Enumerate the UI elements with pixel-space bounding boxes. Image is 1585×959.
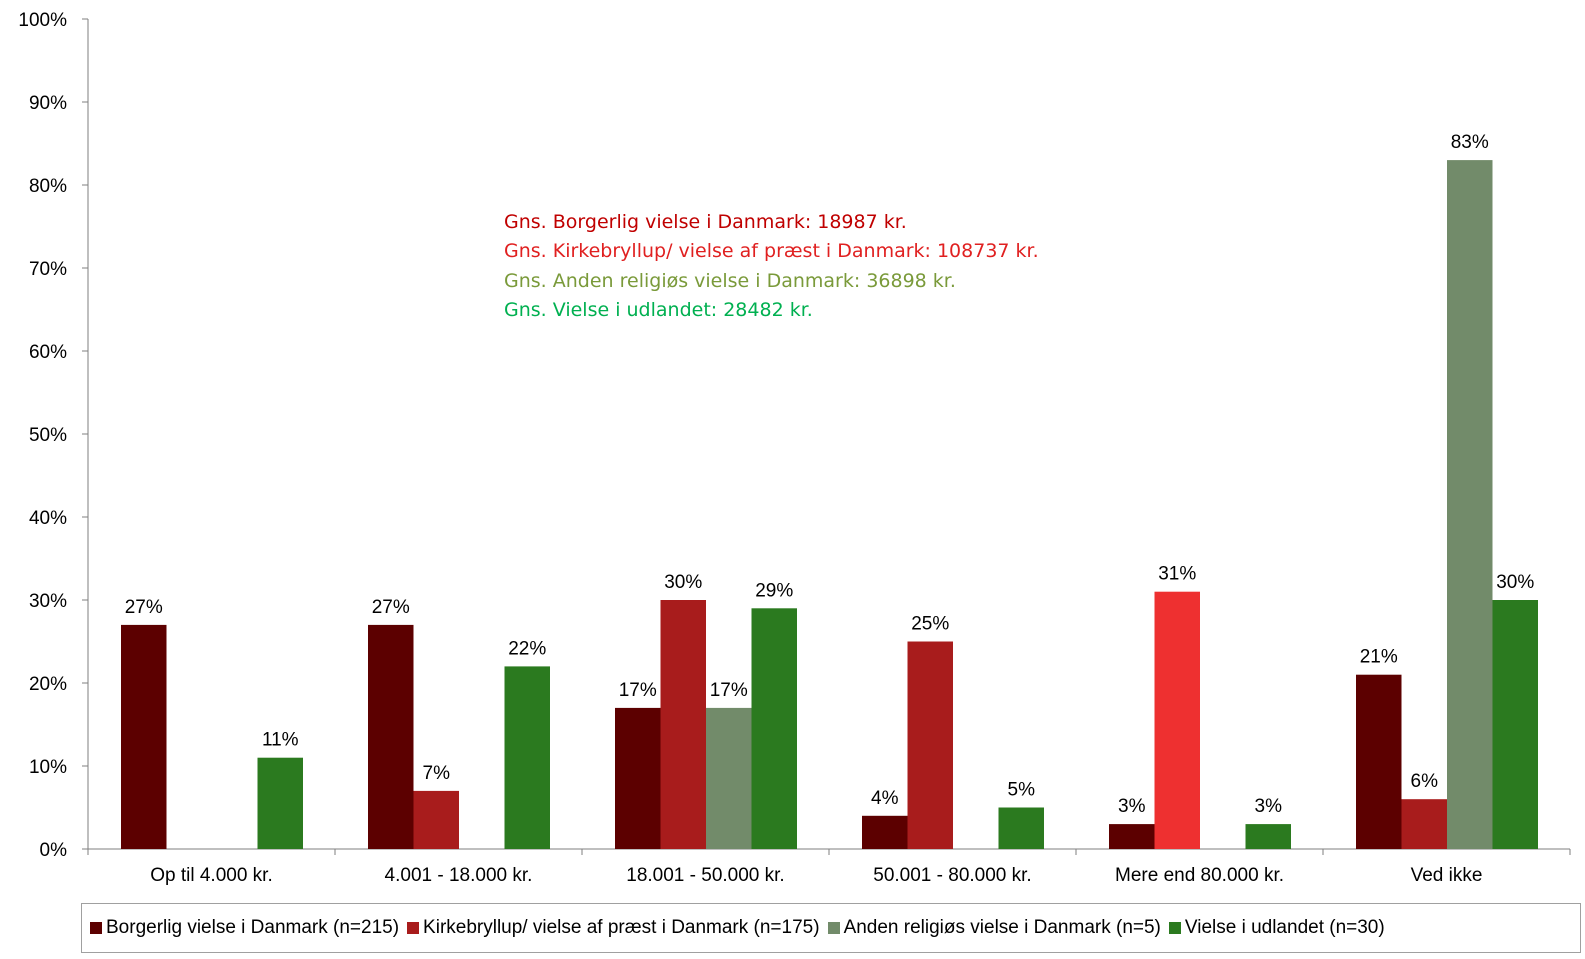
legend-label-kirkebryllup: Kirkebryllup/ vielse af præst i Danmark … <box>423 917 820 938</box>
legend: Borgerlig vielse i Danmark (n=215) Kirke… <box>81 903 1581 953</box>
legend-label-anden-religios: Anden religiøs vielse i Danmark (n=5) <box>843 917 1161 938</box>
bar <box>504 666 550 849</box>
bar <box>1245 824 1291 849</box>
bar <box>1109 824 1155 849</box>
data-label: 22% <box>508 638 546 659</box>
legend-label-udlandet: Vielse i udlandet (n=30) <box>1184 917 1385 938</box>
x-tick-label: 18.001 - 50.000 kr. <box>626 865 784 886</box>
y-tick-label: 60% <box>29 342 67 363</box>
bar <box>1401 799 1447 849</box>
y-tick-label: 10% <box>29 757 67 778</box>
data-label: 7% <box>423 763 451 784</box>
bar <box>862 815 908 849</box>
data-label: 4% <box>871 788 899 809</box>
legend-item-kirkebryllup: Kirkebryllup/ vielse af præst i Danmark … <box>407 917 820 939</box>
data-label: 11% <box>262 730 299 751</box>
data-label: 17% <box>619 680 657 701</box>
annotation-anden-religios-average: Gns. Anden religiøs vielse i Danmark: 36… <box>504 270 956 292</box>
bar-chart: 0% 10% 20% 30% 40% 50% 60% 70% 80% 90% 100% Op til … <box>18 10 1571 886</box>
y-tick-label: 100% <box>18 10 67 31</box>
bar <box>1447 160 1493 850</box>
y-tick-label: 50% <box>29 425 67 446</box>
legend-item-anden-religios: Anden religiøs vielse i Danmark (n=5) <box>827 917 1161 939</box>
bar <box>660 600 706 849</box>
y-tick-label: 40% <box>29 508 67 529</box>
data-label: 30% <box>664 572 702 593</box>
y-tick-label: 90% <box>29 93 67 114</box>
y-tick-label: 80% <box>29 176 67 197</box>
bar <box>1492 600 1538 849</box>
bar <box>907 641 953 849</box>
bar <box>368 624 414 849</box>
data-label: 17% <box>710 680 748 701</box>
bar <box>751 608 797 849</box>
legend-swatch-anden-religios <box>827 922 840 934</box>
data-label: 21% <box>1360 647 1398 668</box>
x-tick-label: Mere end 80.000 kr. <box>1115 865 1284 886</box>
data-label: 30% <box>1496 572 1534 593</box>
data-label: 25% <box>911 614 949 635</box>
y-tick-label: 0% <box>40 840 68 861</box>
legend-swatch-borgerlig <box>90 922 102 934</box>
bar <box>1356 674 1402 849</box>
y-tick-label: 20% <box>29 674 67 695</box>
bar <box>706 707 752 849</box>
data-label: 27% <box>125 597 163 618</box>
data-label: 31% <box>1158 564 1196 585</box>
y-tick-label: 70% <box>29 259 67 280</box>
legend-swatch-udlandet <box>1168 922 1181 934</box>
legend-item-borgerlig: Borgerlig vielse i Danmark (n=215) <box>90 917 399 939</box>
legend-label-borgerlig: Borgerlig vielse i Danmark (n=215) <box>106 917 400 938</box>
data-label: 29% <box>755 580 793 601</box>
data-label: 6% <box>1411 771 1439 792</box>
legend-swatch-kirkebryllup <box>407 922 420 934</box>
annotation-kirkebryllup-average: Gns. Kirkebryllup/ vielse af præst i Dan… <box>504 240 1039 262</box>
bar <box>413 790 459 849</box>
bar <box>121 624 167 849</box>
x-tick-label: Op til 4.000 kr. <box>150 865 273 886</box>
bar <box>998 807 1044 849</box>
y-tick-label: 30% <box>29 591 67 612</box>
data-label: 3% <box>1118 796 1146 817</box>
data-label: 3% <box>1255 796 1283 817</box>
legend-item-udlandet: Vielse i udlandet (n=30) <box>1168 917 1385 939</box>
bar <box>615 707 661 849</box>
x-tick-label: 50.001 - 80.000 kr. <box>873 865 1031 886</box>
data-label: 5% <box>1008 780 1036 801</box>
bar <box>1154 591 1200 849</box>
x-tick-label: 4.001 - 18.000 kr. <box>385 865 533 886</box>
data-label: 27% <box>372 597 410 618</box>
annotation-udlandet-average: Gns. Vielse i udlandet: 28482 kr. <box>504 299 813 321</box>
data-label: 83% <box>1451 132 1489 153</box>
bar <box>257 757 303 849</box>
x-tick-label: Ved ikke <box>1411 865 1483 886</box>
annotation-borgerlig-average: Gns. Borgerlig vielse i Danmark: 18987 k… <box>504 211 907 233</box>
